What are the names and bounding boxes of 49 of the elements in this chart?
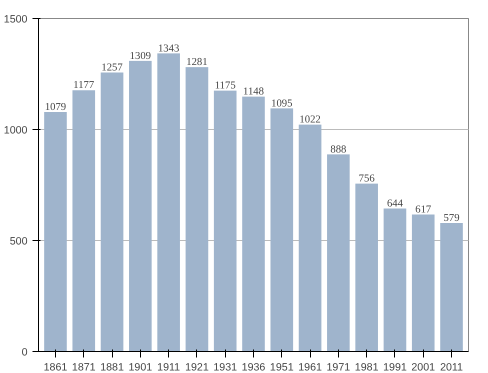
x-tick-label: 1931 (213, 362, 238, 373)
data-label: 1177 (73, 80, 95, 92)
y-tick-label: 1000 (4, 124, 28, 136)
data-label: 888 (330, 144, 346, 156)
data-label: 1175 (214, 80, 236, 92)
bar (242, 96, 265, 352)
bar (129, 60, 152, 352)
x-tick-label: 1901 (128, 362, 152, 373)
y-tick-label: 1500 (4, 14, 28, 26)
data-label: 617 (415, 204, 432, 216)
x-tick-label: 1911 (157, 362, 180, 373)
x-tick-label: 1951 (270, 362, 294, 373)
data-label: 579 (444, 212, 460, 224)
data-label: 1309 (130, 50, 151, 62)
bar (298, 124, 322, 352)
data-label: 1257 (101, 62, 124, 74)
data-label: 1095 (271, 98, 292, 110)
bar (412, 214, 435, 352)
data-label: 1281 (186, 57, 208, 68)
data-label: 1148 (243, 86, 264, 98)
x-tick-label: 1921 (185, 362, 209, 373)
data-label: 1079 (44, 102, 66, 113)
bar (44, 112, 67, 352)
bar (186, 67, 208, 352)
bar (384, 208, 406, 352)
x-tick-label: 1871 (72, 362, 96, 373)
x-tick-label: 1881 (100, 362, 124, 373)
x-tick-label: 1961 (298, 362, 322, 373)
bar (355, 184, 378, 352)
x-tick-label: 1936 (242, 362, 266, 373)
x-tick-label: 1991 (383, 362, 407, 373)
y-tick-label: 0 (22, 346, 28, 358)
data-label: 1343 (158, 43, 180, 54)
data-label: 756 (358, 174, 376, 185)
data-label: 644 (386, 198, 404, 210)
x-tick-label: 1981 (354, 362, 379, 373)
x-tick-label: 1971 (326, 362, 350, 373)
y-tick-label: 500 (10, 236, 28, 248)
bar (270, 108, 294, 352)
bar (72, 90, 96, 352)
bar (440, 222, 463, 352)
x-tick-label: 1861 (44, 362, 68, 373)
x-tick-label: 2011 (440, 362, 464, 373)
data-label: 1022 (299, 114, 321, 126)
bar (214, 90, 237, 352)
bar (157, 53, 180, 352)
bar (327, 154, 350, 352)
x-tick-label: 2001 (411, 362, 436, 373)
bar (100, 72, 124, 352)
